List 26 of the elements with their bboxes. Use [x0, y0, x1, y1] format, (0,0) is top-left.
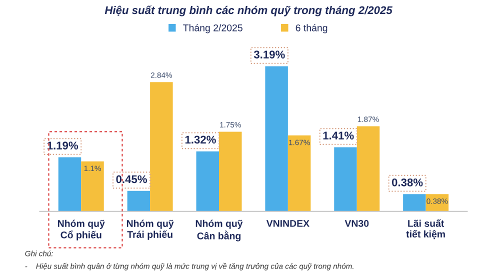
bar [288, 135, 311, 212]
bar [196, 151, 219, 212]
data-label: 3.19% [254, 50, 285, 58]
x-tick-label: VN30 [344, 220, 369, 227]
bar [219, 132, 242, 212]
x-tick-label: Nhóm quỹ Cân bằng [196, 220, 243, 242]
bar [58, 157, 82, 212]
legend-label: 6 tháng [296, 24, 328, 34]
bar [356, 126, 380, 212]
data-label: 0.38% [392, 178, 423, 186]
x-tick-label: Lãi suất tiết kiệm [406, 219, 445, 240]
bar [150, 82, 173, 212]
chart-title: Hiệu suất trung bình các nhóm quỹ trong tháng 2/2025 [104, 5, 392, 16]
x-tick-label: Nhóm quỹ Cổ phiếu [58, 220, 105, 240]
bar [81, 161, 104, 212]
x-tick-label: VNINDEX [266, 220, 310, 227]
x-tick-label: Nhóm quỹ Trái phiếu [126, 220, 174, 240]
data-label: 1.32% [185, 136, 216, 144]
bar [265, 66, 288, 212]
legend-label: Tháng 2/2025 [183, 24, 242, 34]
data-label: 1.41% [323, 132, 354, 140]
bar [127, 190, 150, 212]
data-label: 0.45% [116, 175, 147, 184]
bar [403, 194, 426, 212]
bar [334, 147, 357, 212]
data-label: 1.19% [48, 142, 78, 150]
